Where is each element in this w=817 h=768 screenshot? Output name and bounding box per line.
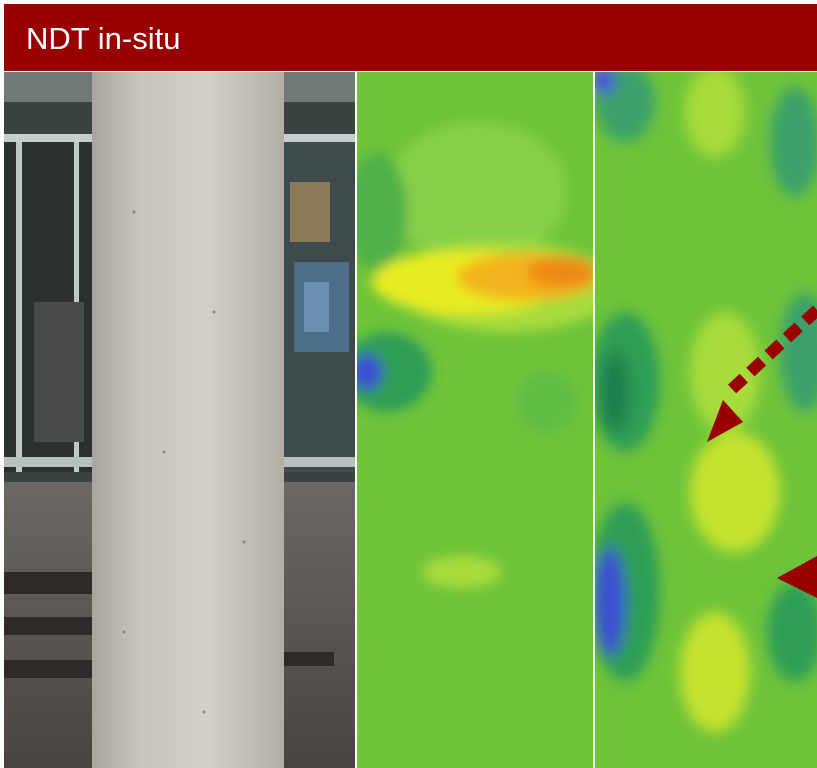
slide-title: NDT in-situ	[26, 21, 181, 56]
scan-map-left-image	[357, 72, 593, 768]
content-area	[4, 72, 817, 768]
column-photo-image	[4, 72, 355, 768]
scan-map-right	[595, 72, 817, 768]
dashed-arrow	[707, 305, 817, 442]
solid-arrow	[777, 556, 817, 598]
title-bar: NDT in-situ	[4, 4, 817, 71]
scan-map-left	[357, 72, 593, 768]
column-photo	[4, 72, 355, 768]
scan-map-right-image	[595, 72, 817, 768]
